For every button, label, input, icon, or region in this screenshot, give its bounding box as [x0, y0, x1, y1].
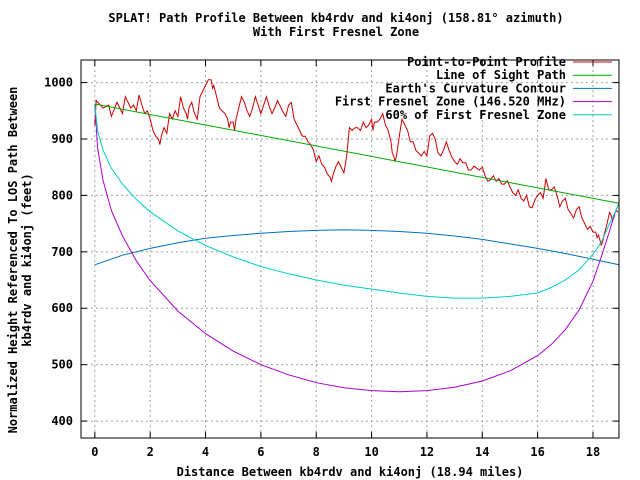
chart-subtitle: With First Fresnel Zone — [253, 25, 419, 39]
x-tick-label: 2 — [147, 445, 154, 459]
x-tick-label: 16 — [530, 445, 544, 459]
x-tick-label: 8 — [313, 445, 320, 459]
y-tick-label: 1000 — [44, 76, 73, 90]
tick-labels: 0 2 4 6 8 10 12 14 16 18 400 500 600 700 800 900 1000 — [44, 76, 600, 459]
legend-label: 60% of First Fresnel Zone — [385, 108, 566, 122]
series-line-first-fresnel-zone-146-520-mhz — [94, 103, 620, 393]
y-tick-label: 800 — [51, 188, 73, 202]
chart-title: SPLAT! Path Profile Between kb4rdv and k… — [108, 11, 563, 25]
x-tick-label: 10 — [364, 445, 378, 459]
y-tick-label: 400 — [51, 414, 73, 428]
legend-label: Point-to-Point Profile — [407, 55, 566, 69]
x-tick-label: 12 — [420, 445, 434, 459]
legend-label: Earth's Curvature Contour — [385, 81, 566, 95]
series-line-point-to-point-profile — [94, 79, 619, 247]
x-tick-label: 0 — [91, 445, 98, 459]
x-tick-label: 14 — [475, 445, 489, 459]
x-tick-label: 18 — [586, 445, 600, 459]
y-tick-label: 900 — [51, 132, 73, 146]
series-line-60-of-first-fresnel-zone — [94, 103, 620, 299]
y-tick-label: 700 — [51, 245, 73, 259]
y-tick-label: 600 — [51, 301, 73, 315]
x-tick-label: 6 — [257, 445, 264, 459]
y-axis-label-line1: Normalized Height Referenced To LOS Path… — [6, 87, 20, 434]
x-tick-label: 4 — [202, 445, 209, 459]
y-tick-label: 500 — [51, 358, 73, 372]
series-line-line-of-sight-path — [94, 103, 620, 204]
series-lines — [94, 79, 620, 393]
x-axis-label: Distance Between kb4rdv and ki4onj (18.9… — [177, 465, 524, 479]
legend-label: First Fresnel Zone (146.520 MHz) — [335, 95, 566, 109]
y-axis-label-line2: kb4rdv and ki4onj (feet) — [20, 173, 34, 346]
grid — [81, 60, 619, 438]
series-line-earth-s-curvature-contour — [94, 229, 620, 266]
legend-label: Line of Sight Path — [436, 68, 566, 82]
plot-frame — [80, 59, 620, 439]
